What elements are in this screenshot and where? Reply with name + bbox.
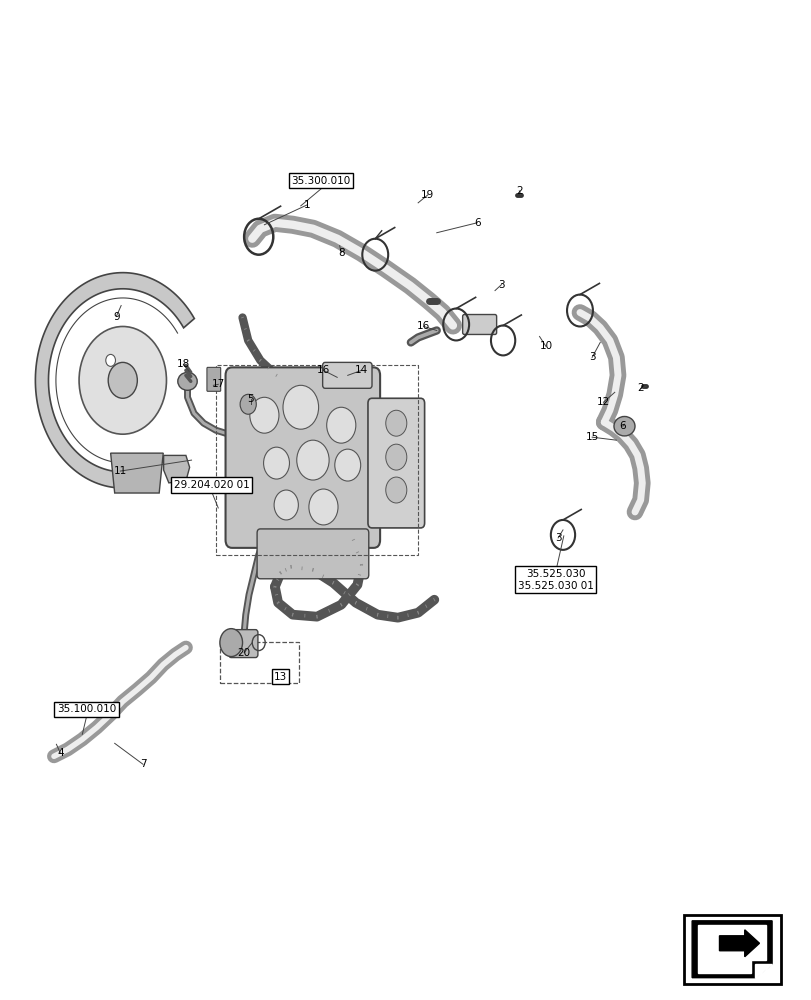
Text: 20: 20 (238, 648, 251, 658)
FancyBboxPatch shape (229, 630, 258, 658)
Text: 29.204.020 01: 29.204.020 01 (174, 480, 249, 490)
Ellipse shape (178, 372, 197, 390)
Text: 15: 15 (585, 432, 598, 442)
Circle shape (326, 407, 355, 443)
Text: 17: 17 (212, 379, 225, 389)
Text: 13: 13 (273, 672, 287, 682)
FancyBboxPatch shape (207, 367, 221, 391)
Polygon shape (164, 455, 190, 483)
Circle shape (105, 354, 115, 366)
Text: 4: 4 (57, 748, 64, 758)
Text: 5: 5 (247, 394, 254, 404)
Text: 14: 14 (354, 365, 367, 375)
Circle shape (308, 489, 337, 525)
Text: 11: 11 (114, 466, 127, 476)
Circle shape (385, 477, 406, 503)
Text: 10: 10 (539, 341, 551, 351)
Text: 6: 6 (619, 421, 625, 431)
Circle shape (334, 449, 360, 481)
Circle shape (79, 326, 166, 434)
Text: 2: 2 (637, 383, 643, 393)
Text: 6: 6 (474, 218, 480, 228)
FancyBboxPatch shape (225, 367, 380, 548)
Text: 3: 3 (554, 533, 560, 543)
Circle shape (240, 394, 256, 414)
Text: 12: 12 (596, 397, 609, 407)
Polygon shape (36, 273, 194, 488)
Circle shape (283, 385, 318, 429)
Text: 8: 8 (337, 248, 344, 258)
Text: 35.525.030
35.525.030 01: 35.525.030 35.525.030 01 (517, 569, 593, 591)
Circle shape (385, 444, 406, 470)
Text: 18: 18 (177, 359, 190, 369)
Text: 35.300.010: 35.300.010 (291, 176, 350, 186)
FancyBboxPatch shape (367, 398, 424, 528)
Circle shape (385, 410, 406, 436)
Text: 16: 16 (417, 321, 430, 331)
Text: 35.100.010: 35.100.010 (57, 704, 116, 714)
Text: 3: 3 (588, 352, 594, 362)
Circle shape (108, 362, 137, 398)
Text: 2: 2 (515, 186, 522, 196)
Circle shape (264, 447, 289, 479)
Circle shape (250, 397, 279, 433)
Text: 3: 3 (498, 280, 504, 290)
Text: 16: 16 (316, 365, 330, 375)
Circle shape (274, 490, 298, 520)
Text: 1: 1 (303, 200, 310, 210)
FancyBboxPatch shape (257, 529, 368, 579)
Circle shape (296, 440, 328, 480)
FancyBboxPatch shape (322, 362, 371, 388)
Text: 19: 19 (421, 190, 434, 200)
Ellipse shape (613, 416, 634, 436)
Text: 7: 7 (139, 759, 146, 769)
Text: 9: 9 (113, 312, 119, 322)
FancyBboxPatch shape (462, 315, 496, 334)
Polygon shape (110, 453, 163, 493)
Circle shape (220, 629, 242, 657)
